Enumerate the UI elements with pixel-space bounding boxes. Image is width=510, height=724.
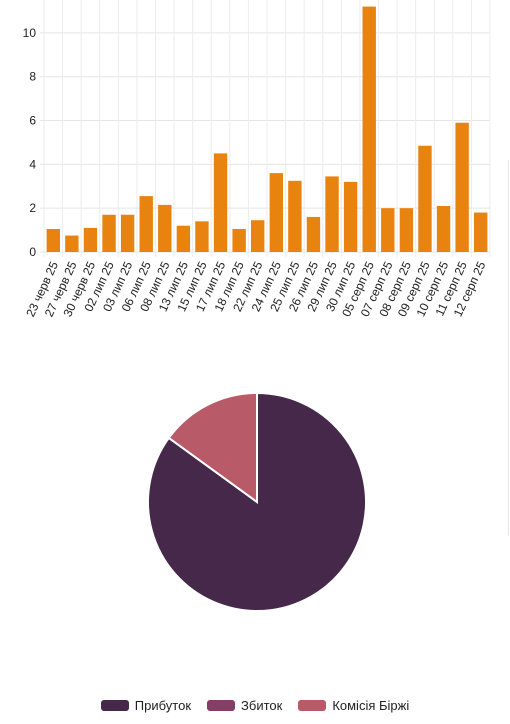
bar[interactable]: [399, 208, 414, 252]
y-tick-label: 0: [29, 245, 36, 259]
legend-swatch-profit: [100, 700, 129, 711]
legend-swatch-loss: [207, 700, 236, 711]
bar[interactable]: [195, 221, 209, 252]
legend-swatch-fee: [298, 700, 327, 711]
bar[interactable]: [455, 122, 469, 252]
bar[interactable]: [46, 228, 60, 252]
legend-item-loss[interactable]: Збиток: [207, 698, 282, 713]
bar[interactable]: [120, 214, 135, 252]
legend-label-profit: Прибуток: [134, 698, 192, 713]
y-tick-label: 8: [29, 70, 36, 84]
bar[interactable]: [362, 6, 376, 252]
bar[interactable]: [474, 212, 488, 252]
legend-label-fee: Комісія Біржі: [332, 698, 410, 713]
bar[interactable]: [288, 180, 302, 252]
bar[interactable]: [176, 225, 191, 252]
y-tick-label: 4: [29, 157, 36, 171]
bar[interactable]: [251, 220, 265, 252]
bar[interactable]: [343, 181, 358, 252]
y-tick-label: 10: [23, 26, 37, 40]
legend-item-profit[interactable]: Прибуток: [100, 698, 192, 713]
y-tick-label: 6: [29, 114, 36, 128]
pie-chart: [147, 391, 367, 612]
pie-slice[interactable]: [147, 391, 367, 612]
bar[interactable]: [436, 205, 451, 252]
divider: [508, 160, 509, 535]
bar[interactable]: [269, 173, 283, 252]
legend: Прибуток Збиток Комісія Біржі: [0, 698, 510, 713]
legend-label-loss: Збиток: [241, 698, 283, 713]
pie-slice[interactable]: [167, 391, 258, 504]
y-tick-label: 2: [29, 201, 36, 215]
bar[interactable]: [418, 145, 432, 252]
bar[interactable]: [158, 204, 172, 252]
bar[interactable]: [102, 214, 116, 252]
bar[interactable]: [65, 235, 79, 252]
bar[interactable]: [232, 228, 246, 252]
bar[interactable]: [213, 153, 228, 252]
legend-item-fee[interactable]: Комісія Біржі: [298, 698, 409, 713]
bar[interactable]: [306, 216, 321, 252]
bar[interactable]: [83, 227, 98, 252]
bar[interactable]: [325, 176, 339, 252]
bar[interactable]: [381, 208, 395, 252]
bar[interactable]: [139, 196, 153, 252]
